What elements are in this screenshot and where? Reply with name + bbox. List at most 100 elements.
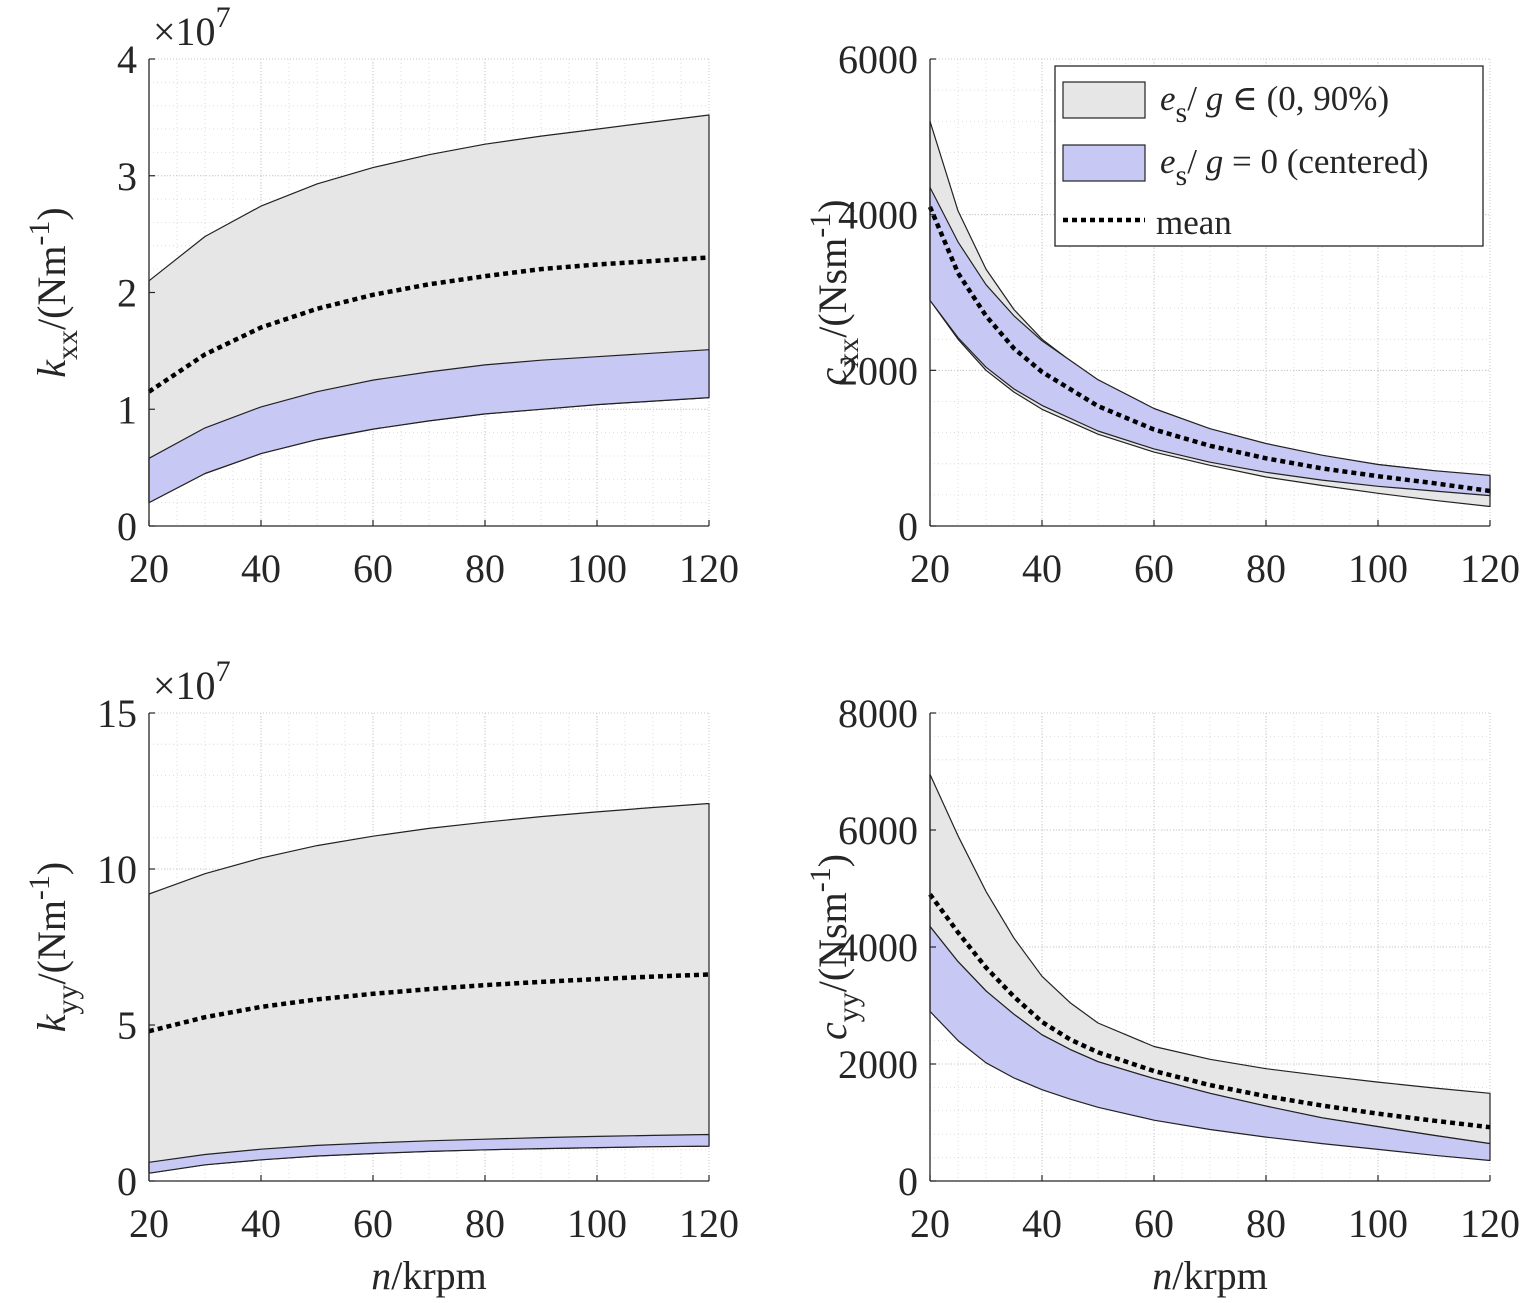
x-tick-label: 40 (241, 1201, 281, 1246)
x-tick-label: 40 (1022, 1201, 1062, 1246)
y-label-close: ) (29, 862, 74, 875)
y-tick-label: 8000 (838, 691, 918, 736)
y-label-sub: xx (832, 338, 865, 368)
x-label-unit: /krpm (1172, 1253, 1268, 1298)
y-label-unit: /(Nsm (810, 892, 855, 992)
y-label-sub: xx (51, 330, 84, 360)
y-label-sub: yy (832, 992, 865, 1022)
y-label-exp: -1 (804, 213, 837, 238)
legend-rest: ∈ (0, 90%) (1223, 79, 1389, 118)
x-tick-label: 40 (241, 546, 281, 591)
legend-swatch (1062, 144, 1146, 182)
y-tick-label: 10 (97, 847, 137, 892)
y-tick-label: 2000 (838, 348, 918, 393)
y-label-unit: /(Nm (29, 246, 74, 330)
mean-line (148, 972, 710, 1034)
x-axis-label: n/krpm (371, 1253, 487, 1298)
legend-label: es/ g = 0 (centered) (1160, 142, 1429, 192)
y-axis-label: kyy/(Nm-1) (23, 862, 84, 1033)
y-tick-label: 5 (117, 1003, 137, 1048)
y-label-exp: -1 (23, 221, 56, 246)
panel-cyy: 20 40 60 80 100 120 0 2000 4000 6000 8000 cyy/(Nsm-… (804, 691, 1520, 1298)
y-axis-label: kxx/(Nm-1) (23, 207, 84, 378)
legend-swatch (1062, 81, 1146, 119)
x-label-symbol: n (371, 1253, 391, 1298)
legend-rest: = 0 (centered) (1223, 142, 1428, 181)
y-label-symbol: c (810, 1022, 855, 1040)
y-label-exp: -1 (23, 875, 56, 900)
x-tick-label: 60 (1134, 1201, 1174, 1246)
y-tick-label: 4 (117, 37, 137, 82)
panel-cxx: 20 40 60 80 100 1200200040006000cxx/(Nsm-1)es… (804, 37, 1520, 591)
panel-kxx: 20 40 60 80 100 120 0 1 2 3 4 ×107 kxx/(Nm-1) (23, 1, 739, 591)
x-label-symbol: n (1152, 1253, 1172, 1298)
y-label-close: ) (810, 854, 855, 867)
y-tick-label: 1 (117, 387, 137, 432)
y-tick-label: 4000 (838, 193, 918, 238)
y-tick-label: 0 (898, 1159, 918, 1204)
legend-label-mean: mean (1156, 203, 1232, 242)
y-tick-label: 2 (117, 271, 137, 316)
x-tick-label: 40 (1022, 546, 1062, 591)
legend-slash: / (1187, 142, 1205, 181)
y-label-symbol: k (29, 359, 74, 378)
x-tick-label: 20 (129, 546, 169, 591)
x-tick-label: 80 (465, 546, 505, 591)
x-tick-label: 80 (465, 1201, 505, 1246)
panel-kyy: 20 40 60 80 100 120 0 5 10 15 ×107 kyy/(Nm-1) n/krpm (23, 655, 739, 1298)
x-tick-label: 100 (1348, 546, 1408, 591)
y-label-close: ) (810, 199, 855, 212)
x-tick-label: 120 (1460, 1201, 1520, 1246)
x-tick-label: 20 (910, 1201, 950, 1246)
mean-line (928, 892, 1491, 1130)
x-tick-label: 60 (1134, 546, 1174, 591)
x-axis-label: n/krpm (1152, 1253, 1268, 1298)
legend-label: es/ g ∈ (0, 90%) (1160, 79, 1389, 129)
x-tick-label: 120 (679, 546, 739, 591)
band-centered (929, 186, 1491, 497)
y-tick-label: 6000 (838, 37, 918, 82)
y-label-unit: /(Nm (29, 900, 74, 984)
y-axis-label: cxx/(Nsm-1) (804, 199, 865, 385)
x-tick-label: 20 (910, 546, 950, 591)
legend: es/ g ∈ (0, 90%)es/ g = 0 (centered)mean (1054, 65, 1484, 247)
mean-line (147, 255, 710, 394)
y-tick-label: 0 (898, 504, 918, 549)
x-label-unit: /krpm (391, 1253, 487, 1298)
band-centered (148, 1133, 710, 1174)
multiplier-exp: 7 (216, 655, 231, 688)
y-multiplier: ×107 (153, 655, 231, 708)
y-tick-label: 3 (117, 154, 137, 199)
y-tick-label: 2000 (838, 1042, 918, 1087)
legend-sub: s (1176, 96, 1188, 129)
y-label-unit: /(Nsm (810, 238, 855, 338)
legend-sym: e (1160, 79, 1176, 118)
y-label-symbol: c (810, 368, 855, 386)
y-tick-label: 15 (97, 691, 137, 736)
x-tick-label: 100 (1348, 1201, 1408, 1246)
mean-line (927, 206, 1491, 494)
x-tick-label: 100 (567, 546, 627, 591)
y-axis-label: cyy/(Nsm-1) (804, 854, 865, 1040)
y-tick-label: 6000 (838, 808, 918, 853)
x-tick-label: 120 (679, 1201, 739, 1246)
x-tick-label: 20 (129, 1201, 169, 1246)
legend-sub: s (1176, 159, 1188, 192)
x-tick-label: 80 (1246, 546, 1286, 591)
legend-slash: / (1187, 79, 1205, 118)
x-tick-label: 60 (353, 546, 393, 591)
y-label-sub: yy (51, 985, 84, 1015)
x-tick-label: 100 (567, 1201, 627, 1246)
y-label-symbol: k (29, 1013, 74, 1032)
multiplier-base: ×10 (153, 9, 216, 54)
x-tick-label: 60 (353, 1201, 393, 1246)
y-label-close: ) (29, 207, 74, 220)
legend-sym2: g (1206, 142, 1224, 181)
y-tick-label: 0 (117, 1159, 137, 1204)
y-label-exp: -1 (804, 867, 837, 892)
band-centered (929, 925, 1491, 1162)
multiplier-base: ×10 (153, 663, 216, 708)
y-tick-label: 4000 (838, 925, 918, 970)
legend-sym: e (1160, 142, 1176, 181)
